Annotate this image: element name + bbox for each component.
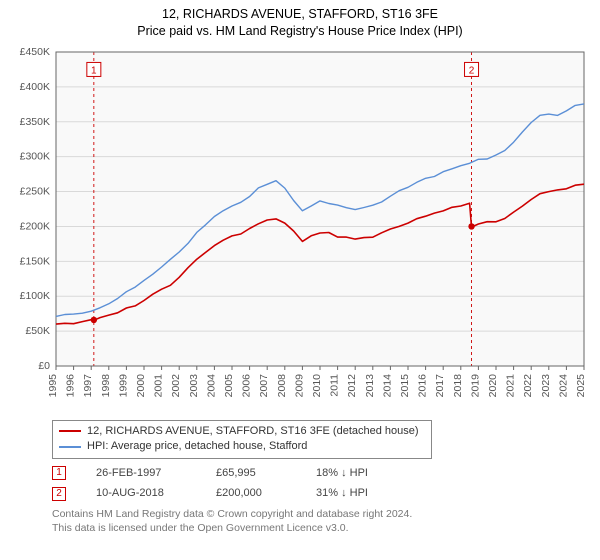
sale-date: 10-AUG-2018 xyxy=(96,483,186,504)
svg-text:2024: 2024 xyxy=(557,374,569,398)
svg-text:2025: 2025 xyxy=(575,374,587,398)
svg-text:2018: 2018 xyxy=(452,374,464,398)
price-chart: £0 £50K £100K £150K £200K £250K £300K £350K £400… xyxy=(8,44,592,414)
svg-text:2020: 2020 xyxy=(487,374,499,398)
svg-text:1: 1 xyxy=(91,65,97,76)
table-row: 1 26-FEB-1997 £65,995 18% ↓ HPI xyxy=(52,463,582,484)
legend-item-hpi: HPI: Average price, detached house, Staf… xyxy=(59,439,425,454)
legend-item-price-paid: 12, RICHARDS AVENUE, STAFFORD, ST16 3FE … xyxy=(59,424,425,439)
svg-text:£400K: £400K xyxy=(20,81,50,93)
svg-text:£150K: £150K xyxy=(20,255,50,267)
svg-text:£350K: £350K xyxy=(20,116,50,128)
svg-text:2019: 2019 xyxy=(469,374,481,398)
svg-text:2006: 2006 xyxy=(241,374,253,398)
svg-text:1997: 1997 xyxy=(82,374,94,398)
legend: 12, RICHARDS AVENUE, STAFFORD, ST16 3FE … xyxy=(52,420,432,459)
legend-label-price-paid: 12, RICHARDS AVENUE, STAFFORD, ST16 3FE … xyxy=(87,424,419,439)
svg-text:2017: 2017 xyxy=(434,374,446,398)
svg-text:1999: 1999 xyxy=(117,374,129,398)
svg-text:2011: 2011 xyxy=(329,374,341,397)
svg-text:2008: 2008 xyxy=(276,374,288,398)
chart-title: 12, RICHARDS AVENUE, STAFFORD, ST16 3FE … xyxy=(8,6,592,40)
legend-label-hpi: HPI: Average price, detached house, Staf… xyxy=(87,439,307,454)
svg-text:2022: 2022 xyxy=(522,374,534,398)
legend-swatch-price-paid xyxy=(59,430,81,432)
svg-text:2014: 2014 xyxy=(381,374,393,398)
title-subtitle: Price paid vs. HM Land Registry's House … xyxy=(8,23,592,40)
svg-text:1995: 1995 xyxy=(47,374,59,398)
svg-text:£450K: £450K xyxy=(20,46,50,58)
svg-text:2: 2 xyxy=(469,65,475,76)
svg-text:1998: 1998 xyxy=(100,374,112,398)
table-row: 2 10-AUG-2018 £200,000 31% ↓ HPI xyxy=(52,483,582,504)
svg-text:2001: 2001 xyxy=(153,374,165,398)
sale-price: £65,995 xyxy=(216,463,286,484)
sale-marker: 2 xyxy=(52,487,66,501)
svg-text:2002: 2002 xyxy=(170,374,182,398)
svg-text:£100K: £100K xyxy=(20,290,50,302)
svg-text:2000: 2000 xyxy=(135,374,147,398)
sale-date: 26-FEB-1997 xyxy=(96,463,186,484)
svg-text:£0: £0 xyxy=(38,360,50,372)
svg-text:2004: 2004 xyxy=(205,374,217,398)
sale-pct: 31% ↓ HPI xyxy=(316,483,406,504)
svg-text:2015: 2015 xyxy=(399,374,411,398)
attribution-line2: This data is licensed under the Open Gov… xyxy=(52,522,582,536)
sale-marker: 1 xyxy=(52,466,66,480)
title-address: 12, RICHARDS AVENUE, STAFFORD, ST16 3FE xyxy=(8,6,592,23)
svg-text:2013: 2013 xyxy=(364,374,376,398)
sale-price: £200,000 xyxy=(216,483,286,504)
svg-text:£300K: £300K xyxy=(20,150,50,162)
svg-text:2021: 2021 xyxy=(505,374,517,398)
svg-text:2016: 2016 xyxy=(417,374,429,398)
svg-text:2007: 2007 xyxy=(258,374,270,398)
svg-text:£200K: £200K xyxy=(20,220,50,232)
svg-text:2023: 2023 xyxy=(540,374,552,398)
svg-text:£50K: £50K xyxy=(25,325,50,337)
chart-svg: £0 £50K £100K £150K £200K £250K £300K £350K £400… xyxy=(8,44,592,414)
sale-pct: 18% ↓ HPI xyxy=(316,463,406,484)
svg-text:2003: 2003 xyxy=(188,374,200,398)
svg-text:2012: 2012 xyxy=(346,374,358,398)
attribution: Contains HM Land Registry data © Crown c… xyxy=(52,508,582,535)
svg-text:2010: 2010 xyxy=(311,374,323,398)
svg-text:1996: 1996 xyxy=(65,374,77,398)
svg-text:2009: 2009 xyxy=(293,374,305,398)
svg-text:2005: 2005 xyxy=(223,374,235,398)
legend-swatch-hpi xyxy=(59,446,81,448)
sales-table: 1 26-FEB-1997 £65,995 18% ↓ HPI 2 10-AUG… xyxy=(52,463,582,505)
attribution-line1: Contains HM Land Registry data © Crown c… xyxy=(52,508,582,522)
svg-text:£250K: £250K xyxy=(20,185,50,197)
